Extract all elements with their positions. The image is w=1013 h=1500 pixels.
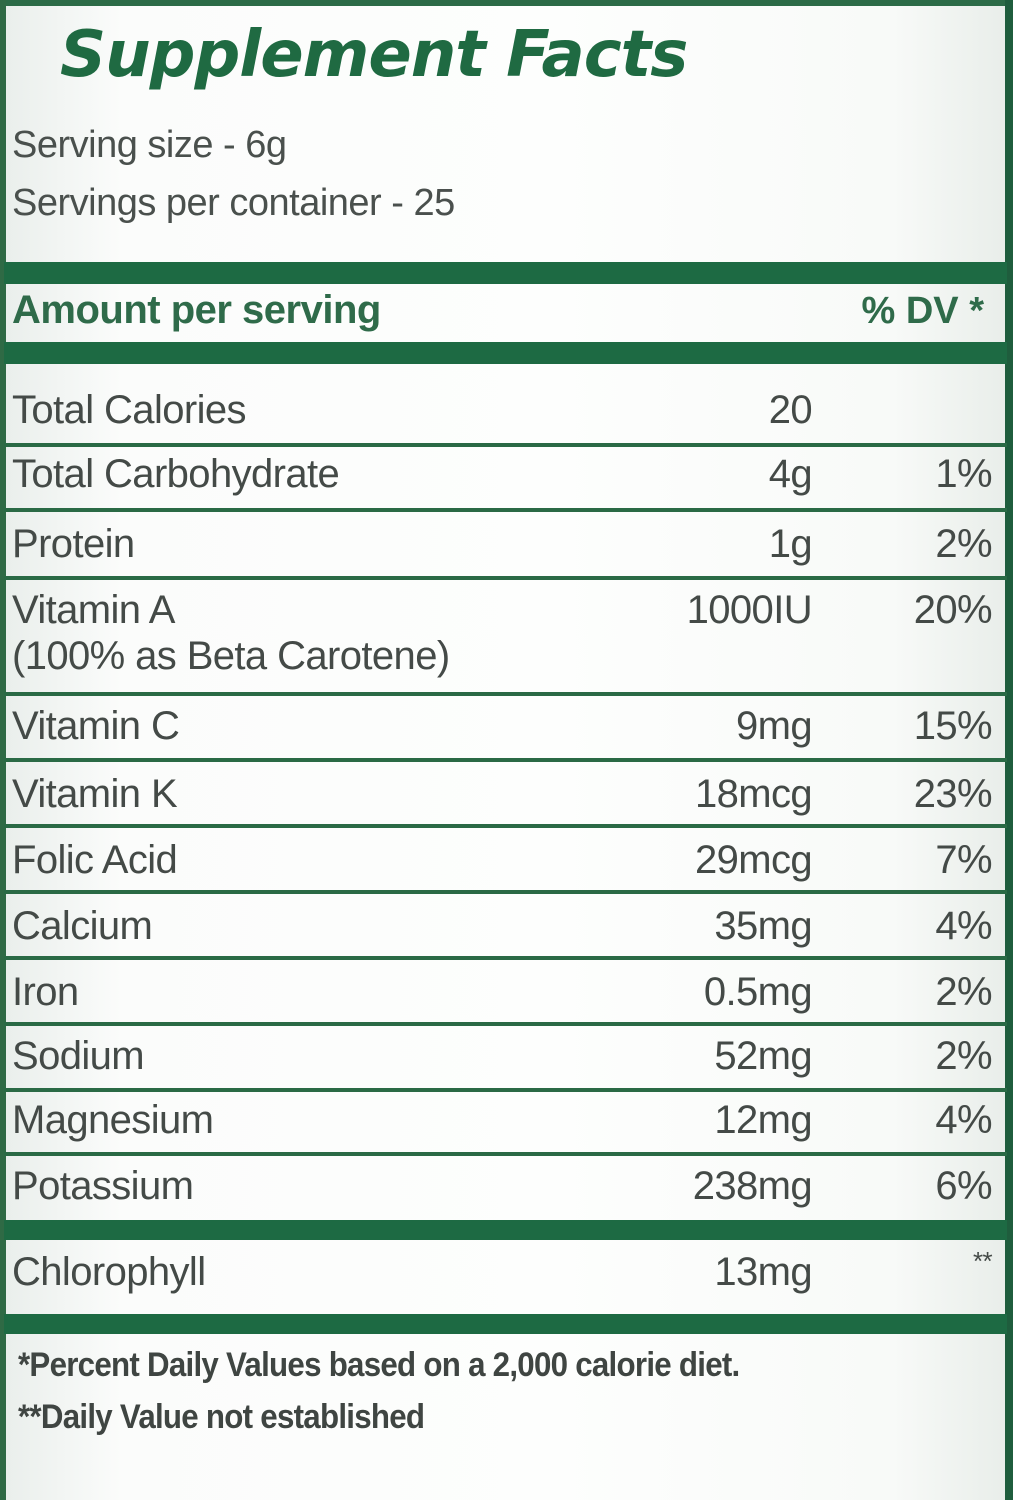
nutrient-dv: 1%	[935, 452, 992, 496]
nutrient-name: Potassium	[12, 1164, 194, 1208]
row-divider	[4, 576, 1007, 580]
servings-per-container: Servings per container - 25	[12, 182, 455, 224]
header-bottom-rule	[4, 342, 1007, 364]
row-divider	[4, 890, 1007, 894]
nutrient-dv: 4%	[935, 1098, 992, 1142]
nutrient-name: Sodium	[12, 1034, 145, 1078]
row-divider	[4, 692, 1007, 696]
nutrient-dv: 20%	[913, 588, 993, 632]
nutrient-name: Magnesium	[12, 1098, 214, 1142]
nutrient-amount: 18mcg	[694, 772, 813, 816]
nutrient-amount: 35mg	[714, 904, 812, 948]
amount-per-serving-header: Amount per serving	[12, 288, 381, 332]
nutrient-dv: 2%	[935, 522, 992, 566]
footnote-not-established: **Daily Value not established	[18, 1398, 425, 1436]
row-divider	[4, 508, 1007, 512]
row-divider	[4, 824, 1007, 828]
footnote-daily-values: *Percent Daily Values based on a 2,000 c…	[18, 1346, 740, 1384]
nutrient-dv: 7%	[935, 838, 992, 882]
nutrient-name: Total Carbohydrate	[12, 452, 340, 496]
row-divider	[4, 758, 1007, 762]
footnote-rule	[4, 1314, 1007, 1334]
row-divider	[4, 1088, 1007, 1092]
nutrient-amount: 0.5mg	[703, 970, 813, 1014]
nutrient-name: Total Calories	[12, 388, 247, 432]
nutrient-name: Vitamin K	[12, 772, 178, 816]
nutrient-amount: 4g	[768, 452, 813, 496]
row-divider	[4, 443, 1007, 447]
nutrient-name: Vitamin A	[12, 588, 175, 632]
nutrient-amount: 1g	[768, 522, 813, 566]
nutrient-dv: 2%	[935, 970, 992, 1014]
daily-value-header: % DV *	[861, 290, 984, 332]
nutrient-name: Calcium	[12, 904, 153, 948]
nutrient-dv: 15%	[913, 704, 993, 748]
other-ingredient-name: Chlorophyll	[12, 1250, 206, 1294]
label-title: Supplement Facts	[60, 18, 688, 92]
column-header: Amount per serving % DV *	[12, 282, 992, 342]
nutrient-dv: 4%	[935, 904, 992, 948]
row-divider	[4, 956, 1007, 960]
nutrient-amount: 238mg	[692, 1164, 813, 1208]
nutrient-amount: 52mg	[714, 1034, 812, 1078]
nutrient-amount: 29mcg	[694, 838, 813, 882]
nutrient-name: Protein	[12, 522, 135, 566]
nutrient-amount: 20	[768, 388, 813, 432]
nutrient-amount: 12mg	[714, 1098, 812, 1142]
row-divider	[4, 1152, 1007, 1156]
other-ingredients-rule	[4, 1220, 1007, 1240]
nutrient-dv: 23%	[913, 772, 993, 816]
nutrient-amount: 9mg	[735, 704, 813, 748]
nutrient-subtext: (100% as Beta Carotene)	[12, 634, 450, 678]
nutrient-name: Vitamin C	[12, 704, 180, 748]
nutrient-name: Folic Acid	[12, 838, 178, 882]
left-border	[0, 0, 6, 1500]
right-border	[1005, 0, 1013, 1500]
nutrient-dv: 6%	[935, 1164, 992, 1208]
nutrient-dv: 2%	[935, 1034, 992, 1078]
top-border	[0, 0, 1013, 6]
header-top-rule	[4, 262, 1007, 284]
other-ingredient-dv: **	[972, 1246, 993, 1276]
other-ingredient-amount: 13mg	[714, 1250, 812, 1294]
row-divider	[4, 1022, 1007, 1026]
nutrient-name: Iron	[12, 970, 79, 1014]
serving-size: Serving size - 6g	[12, 124, 287, 166]
nutrient-amount: 1000IU	[686, 588, 813, 632]
